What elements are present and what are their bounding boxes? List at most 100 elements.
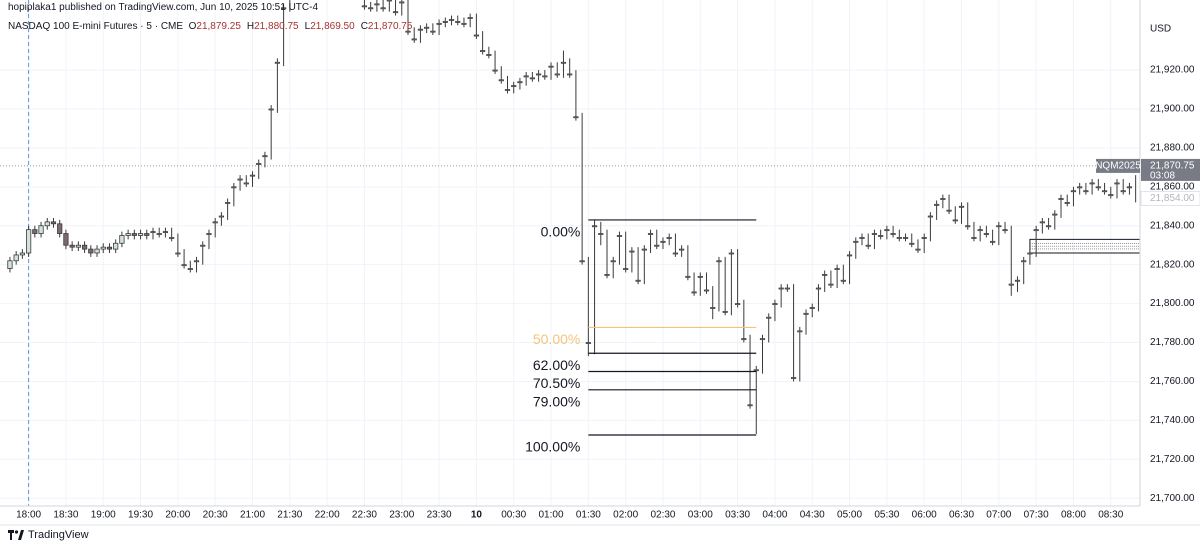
candle-body — [716, 260, 722, 263]
prev-price-box — [1140, 191, 1200, 207]
candle-body — [268, 108, 274, 111]
candle-body — [1039, 221, 1045, 224]
y-axis-label: USD — [1150, 24, 1171, 35]
candle-body — [424, 26, 430, 29]
candle-body — [641, 248, 647, 251]
candle-body — [156, 233, 162, 235]
fib-label: 79.00% — [533, 394, 580, 410]
candle-body — [585, 342, 591, 344]
candle-body — [741, 338, 747, 341]
candle-body — [853, 240, 859, 243]
x-tick-label: 01:00 — [539, 510, 564, 521]
y-tick-label: 21,760.00 — [1150, 376, 1195, 387]
candle-body — [840, 279, 846, 282]
fib-label: 50.00% — [533, 331, 580, 347]
candle-body — [952, 219, 958, 222]
candle-body — [934, 203, 940, 206]
y-tick-label: 21,880.00 — [1150, 143, 1195, 154]
candle-body — [1002, 229, 1008, 232]
candle-body — [455, 21, 461, 23]
candle-body — [63, 233, 69, 246]
candle-body — [604, 274, 610, 276]
candle-body — [218, 215, 225, 218]
candle-body — [1052, 213, 1058, 216]
x-tick-label: 22:00 — [315, 510, 340, 521]
x-tick-label: 23:00 — [389, 510, 414, 521]
candle-body — [902, 237, 909, 239]
candle-body — [610, 260, 616, 263]
footer: TradingView — [8, 529, 89, 541]
candle-body — [909, 242, 915, 245]
candle-body — [448, 19, 455, 21]
candle-body — [19, 252, 25, 256]
candle-body — [542, 75, 548, 78]
candle-body — [50, 221, 57, 225]
candle-body — [927, 215, 934, 218]
candle-body — [629, 250, 635, 253]
candle-body — [243, 182, 249, 185]
candle-body — [517, 81, 523, 84]
candle-body — [225, 201, 231, 204]
candle-body — [834, 268, 840, 270]
x-tick-label: 03:00 — [688, 510, 713, 521]
x-tick-label: 18:00 — [16, 510, 41, 521]
candle-body — [200, 244, 206, 247]
candle-body — [1033, 229, 1039, 232]
candle-body — [940, 198, 946, 200]
candle-body — [187, 268, 193, 270]
candle-body — [1114, 182, 1120, 185]
candle-body — [169, 237, 175, 239]
candle-body — [256, 163, 262, 165]
candle-body — [1064, 201, 1070, 204]
x-tick-label: 01:30 — [576, 510, 601, 521]
ohlc-value: 21,880.75 — [254, 21, 299, 32]
candle-body — [616, 235, 623, 237]
candle-body — [1083, 190, 1089, 193]
candle-body — [647, 233, 654, 235]
candle-body — [977, 229, 983, 232]
candle-body — [660, 240, 666, 243]
fib-label: 100.00% — [525, 439, 580, 455]
candle-body — [878, 235, 884, 237]
candle-body — [573, 116, 579, 119]
candle-body — [591, 225, 598, 228]
candle-body — [38, 225, 44, 234]
prev-price-label: 21,854.00 — [1150, 193, 1195, 204]
axes: 21,700.00 21,720.00 21,740.00 21,760.00 21,7… — [16, 65, 1195, 521]
x-tick-label: 21:00 — [240, 510, 265, 521]
candle-body — [13, 254, 19, 262]
fib-label: 0.00% — [541, 224, 581, 240]
y-tick-label: 21,700.00 — [1150, 493, 1195, 504]
candle-body — [672, 252, 679, 255]
y-tick-label: 21,800.00 — [1150, 298, 1195, 309]
y-tick-label: 21,720.00 — [1150, 454, 1195, 465]
byline: hopiplaka1 published on TradingView.com,… — [8, 2, 319, 13]
x-tick-label: 18:30 — [53, 510, 78, 521]
candle-body — [735, 303, 741, 306]
footer-text: TradingView — [28, 529, 89, 541]
candle-body — [1058, 198, 1064, 200]
candle-body — [554, 73, 560, 76]
candle-body — [623, 268, 629, 270]
y-tick-label: 21,840.00 — [1150, 220, 1195, 231]
x-tick-label: 19:00 — [91, 510, 116, 521]
y-tick-label: 21,860.00 — [1150, 181, 1195, 192]
candle-body — [75, 244, 81, 248]
candle-body — [411, 38, 417, 41]
candle-body — [772, 303, 778, 306]
x-tick-label: 08:30 — [1098, 510, 1123, 521]
candle-body — [1101, 190, 1108, 193]
candle-body — [1120, 190, 1126, 193]
ohlc-key: C — [360, 21, 368, 32]
candle-body — [399, 1, 405, 4]
candle-body — [150, 231, 156, 233]
candle-body — [125, 233, 131, 236]
candle-body — [131, 233, 137, 236]
candle-body — [685, 275, 691, 278]
candle-body — [958, 205, 965, 208]
candle-body — [753, 369, 759, 372]
candle-body — [237, 178, 243, 181]
candle-body — [778, 287, 784, 290]
candle-body — [759, 338, 766, 341]
